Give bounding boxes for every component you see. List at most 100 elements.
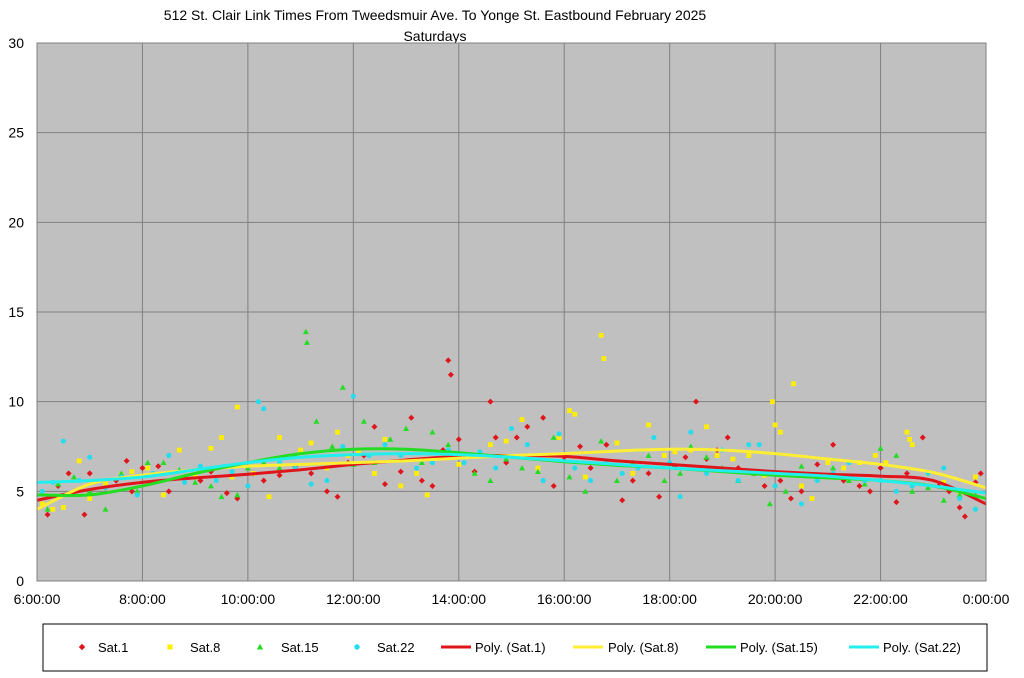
data-point [313, 418, 320, 424]
data-point [508, 426, 515, 432]
data-point [102, 506, 109, 512]
data-point [76, 458, 82, 464]
data-point [809, 496, 815, 501]
data-point [799, 483, 804, 489]
data-point [39, 488, 45, 494]
y-axis-ticks: 0 5 10 15 20 25 30 [8, 35, 24, 589]
data-point [598, 438, 605, 444]
data-point [687, 443, 694, 449]
data-point [904, 429, 910, 435]
data-point [572, 411, 578, 417]
data-point [234, 404, 240, 410]
data-point [567, 408, 572, 414]
data-point [372, 471, 377, 476]
x-tick-label: 6:00:00 [14, 591, 61, 607]
plot-frame [36, 42, 987, 582]
y-tick-label: 10 [8, 394, 24, 410]
data-point [787, 495, 794, 502]
data-point [414, 465, 420, 471]
data-point [629, 477, 636, 484]
x-tick-label: 20:00:00 [748, 591, 803, 607]
data-point [429, 460, 435, 466]
data-point [777, 477, 784, 484]
data-point [704, 424, 709, 430]
data-point [403, 425, 410, 431]
data-point [397, 468, 404, 475]
data-point [798, 488, 805, 495]
x-tick-label: 8:00:00 [119, 591, 166, 607]
data-point [693, 398, 700, 405]
data-point [598, 332, 604, 338]
data-point [44, 506, 51, 512]
data-point [909, 488, 916, 494]
legend-label: Poly. (Sat.8) [608, 640, 679, 655]
data-point [688, 429, 694, 435]
data-point [703, 454, 710, 460]
data-point [519, 417, 525, 422]
data-point [371, 423, 378, 430]
data-point [340, 443, 346, 450]
y-tick-label: 0 [16, 573, 24, 589]
data-point [87, 496, 93, 501]
data-point [798, 463, 805, 469]
data-point [772, 483, 778, 489]
data-point [582, 488, 589, 494]
data-point [772, 422, 778, 428]
data-point [883, 460, 889, 466]
data-point [245, 483, 251, 489]
y-tick-label: 5 [16, 483, 24, 499]
data-point [487, 477, 494, 483]
data-point [777, 429, 783, 435]
data-point [645, 470, 652, 477]
x-tick-label: 14:00:00 [432, 591, 487, 607]
x-tick-label: 22:00:00 [853, 591, 908, 607]
data-point [645, 452, 652, 458]
data-point [791, 381, 796, 387]
data-point [123, 457, 130, 464]
data-point [841, 465, 847, 471]
data-point [382, 442, 388, 448]
data-point [877, 465, 884, 472]
data-point [418, 477, 425, 484]
legend-marker [256, 643, 264, 650]
legend-label: Poly. (Sat.22) [883, 640, 961, 655]
data-point [86, 470, 93, 477]
data-point [445, 357, 452, 364]
chart-title: 512 St. Clair Link Times From Tweedsmuir… [164, 7, 707, 23]
legend-label: Sat.22 [377, 640, 415, 655]
data-point [387, 436, 394, 442]
data-point [218, 493, 225, 500]
data-point [614, 440, 620, 446]
data-point [260, 477, 267, 484]
data-point [661, 477, 668, 483]
data-point [81, 511, 88, 518]
data-point [677, 494, 683, 500]
data-point [276, 465, 283, 471]
data-point [704, 470, 710, 476]
data-point [956, 504, 963, 511]
legend-marker [78, 643, 86, 651]
data-point [308, 481, 314, 487]
data-point [208, 445, 214, 451]
data-point [540, 478, 546, 484]
data-point [756, 442, 762, 448]
data-point [229, 474, 235, 480]
data-point [266, 494, 272, 500]
data-point [350, 393, 356, 399]
data-point [761, 482, 768, 489]
data-point [941, 479, 947, 485]
data-point [770, 399, 775, 405]
data-point [941, 465, 947, 471]
data-point [329, 443, 336, 449]
legend: Sat.1 Sat.8 Sat.15 Sat.22 Poly. (Sat.1) Poly.… [78, 640, 961, 655]
data-point [672, 449, 678, 455]
data-point [260, 459, 267, 466]
data-point [261, 406, 267, 412]
data-point [503, 456, 510, 462]
legend-label: Poly. (Sat.1) [475, 640, 546, 655]
data-point [487, 398, 494, 405]
data-point [524, 442, 530, 448]
data-point [798, 501, 805, 507]
data-point [445, 441, 452, 448]
